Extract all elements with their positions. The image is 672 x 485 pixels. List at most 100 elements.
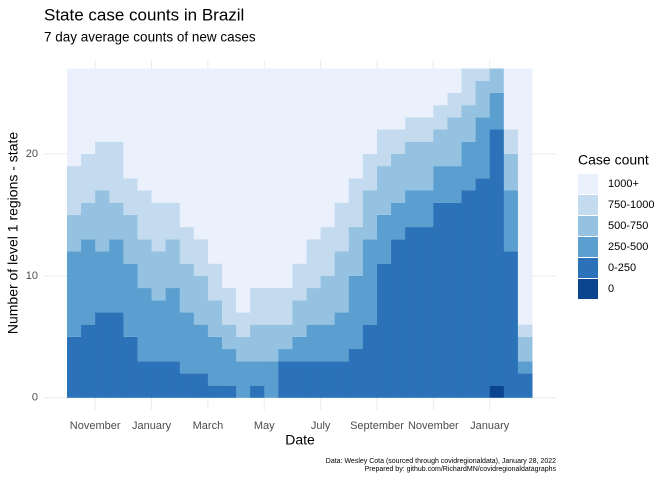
area-segment — [207, 385, 223, 398]
area-segment — [278, 288, 293, 325]
area-segment — [419, 227, 434, 398]
area-segment — [264, 324, 279, 362]
legend-swatch — [578, 195, 598, 215]
area-segment — [489, 385, 505, 398]
area-segment — [433, 202, 448, 398]
legend-label: 750-1000 — [608, 199, 655, 211]
area-segment — [489, 129, 505, 386]
area-segment — [95, 141, 110, 191]
x-tick-label: November — [70, 420, 121, 432]
area-segment — [391, 68, 406, 130]
area-segment — [405, 68, 420, 118]
area-segment — [433, 105, 448, 130]
area-segment — [348, 68, 364, 179]
x-tick-label: January — [470, 420, 510, 432]
area-segment — [405, 227, 420, 398]
x-axis-label: Date — [285, 432, 315, 448]
area-segment — [236, 312, 251, 337]
area-segment — [278, 324, 293, 350]
area-segment — [207, 300, 223, 337]
area-segment — [461, 105, 477, 142]
area-segment — [517, 68, 533, 325]
area-segment — [405, 117, 420, 142]
area-segment — [517, 373, 533, 398]
area-segment — [109, 68, 124, 142]
area-segment — [222, 68, 237, 289]
area-segment — [306, 361, 322, 398]
area-segment — [95, 312, 110, 398]
x-tick-label: May — [254, 420, 275, 432]
area-segment — [475, 68, 491, 81]
area-segment — [292, 68, 308, 264]
area-segment — [391, 202, 406, 240]
area-segment — [320, 275, 336, 325]
area-segment — [348, 349, 364, 398]
area-segment — [334, 361, 350, 398]
x-tick-label: March — [193, 420, 224, 432]
area-segment — [165, 361, 181, 398]
area-segment — [292, 361, 308, 398]
area-segment — [362, 324, 378, 398]
area-segment — [222, 324, 237, 350]
area-segment — [151, 251, 167, 301]
area-segment — [475, 80, 491, 118]
area-segment — [447, 166, 463, 203]
area-segment — [81, 153, 96, 203]
legend-swatch — [578, 174, 598, 194]
area-segment — [250, 288, 265, 325]
chart-title: State case counts in Brazil — [44, 5, 244, 24]
area-segment — [503, 68, 519, 130]
area-segment — [419, 141, 434, 191]
y-tick-label: 20 — [26, 148, 38, 160]
area-segment — [207, 336, 223, 386]
legend-label: 500-750 — [608, 220, 648, 232]
area-segment — [207, 68, 223, 264]
x-tick-label: September — [350, 420, 404, 432]
area-segment — [137, 190, 153, 240]
area-segment — [67, 251, 82, 337]
area-segment — [109, 141, 124, 203]
area-segment — [109, 202, 124, 240]
area-segment — [165, 239, 181, 289]
area-segment — [447, 202, 463, 398]
area-segment — [137, 239, 153, 289]
area-segment — [222, 288, 237, 325]
caption: Prepared by: github.com/RichardMN/covidr… — [365, 466, 557, 473]
legend-label: 0 — [608, 283, 614, 295]
area-segment — [67, 214, 82, 252]
area-segment — [278, 68, 293, 289]
area-segment — [95, 251, 110, 313]
y-tick-label: 0 — [32, 392, 38, 404]
area-segment — [179, 312, 195, 374]
area-segment — [489, 68, 505, 93]
legend-swatch — [578, 279, 598, 299]
x-tick-label: July — [311, 420, 331, 432]
area-segment — [419, 68, 434, 118]
area-segment — [461, 141, 477, 191]
area-segment — [292, 300, 308, 337]
area-segment — [447, 68, 463, 93]
legend-swatch — [578, 237, 598, 257]
x-tick-label: November — [408, 420, 459, 432]
area-segment — [193, 68, 209, 240]
area-segment — [391, 129, 406, 154]
area-segment — [433, 68, 448, 106]
area-segment — [377, 68, 392, 130]
area-segment — [264, 68, 279, 289]
area-segment — [433, 129, 448, 167]
area-segment — [250, 361, 265, 386]
area-segment — [222, 385, 237, 398]
area-segment — [151, 300, 167, 362]
area-segment — [123, 214, 138, 264]
area-segment — [193, 373, 209, 398]
area-segment — [320, 227, 336, 276]
area-segment — [67, 68, 82, 167]
area-segment — [320, 324, 336, 362]
legend-swatch — [578, 258, 598, 278]
chart-subtitle: 7 day average counts of new cases — [44, 30, 256, 45]
area-segment — [193, 275, 209, 325]
area-segment — [123, 336, 138, 398]
area-segment — [193, 324, 209, 374]
